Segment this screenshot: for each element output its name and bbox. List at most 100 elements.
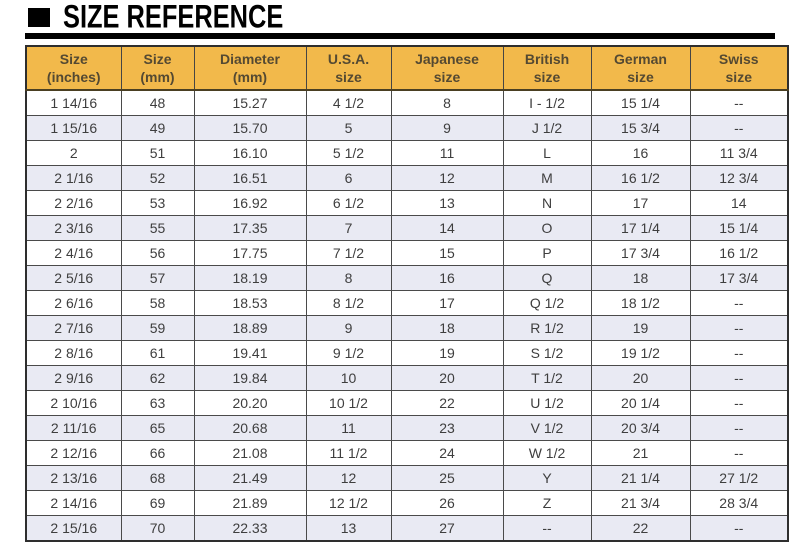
table-cell: 14 [689, 190, 789, 216]
table-cell: -- [502, 515, 592, 542]
table-cell: 23 [390, 415, 504, 441]
table-cell: 19 1/2 [590, 340, 691, 366]
table-cell: -- [689, 89, 789, 116]
table-row: 2 11/16 65 20.68 11 23 V 1/2 20 3/4 -- [25, 415, 789, 441]
table-cell: 7 1/2 [305, 240, 392, 266]
table-cell: 9 1/2 [305, 340, 392, 366]
table-cell: 2 7/16 [25, 315, 122, 341]
table-cell: 57 [120, 265, 195, 291]
table-cell: 2 15/16 [25, 515, 122, 542]
table-cell: V 1/2 [502, 415, 592, 441]
table-cell: 19 [590, 315, 691, 341]
table-cell: I - 1/2 [502, 89, 592, 116]
column-header-british: British size [502, 45, 592, 91]
table-cell: 21.89 [193, 490, 307, 516]
table-cell: L [502, 140, 592, 166]
table-cell: 16 1/2 [590, 165, 691, 191]
table-cell: Q [502, 265, 592, 291]
table-row: 2 13/16 68 21.49 12 25 Y 21 1/4 27 1/2 [25, 465, 789, 491]
table-cell: 19.41 [193, 340, 307, 366]
table-cell: U 1/2 [502, 390, 592, 416]
column-header-u-s-a: U.S.A. size [305, 45, 392, 91]
table-cell: -- [689, 390, 789, 416]
table-cell: -- [689, 340, 789, 366]
table-cell: 8 1/2 [305, 290, 392, 316]
table-cell: 17 [590, 190, 691, 216]
table-cell: 16.10 [193, 140, 307, 166]
table-cell: 16 [590, 140, 691, 166]
table-cell: 17 1/4 [590, 215, 691, 241]
table-cell: 17 3/4 [590, 240, 691, 266]
table-cell: N [502, 190, 592, 216]
table-cell: 21.08 [193, 440, 307, 466]
table-cell: 16.51 [193, 165, 307, 191]
table-row: 2 3/16 55 17.35 7 14 O 17 1/4 15 1/4 [25, 215, 789, 241]
table-cell: 5 1/2 [305, 140, 392, 166]
table-cell: -- [689, 365, 789, 391]
table-cell: 15.70 [193, 115, 307, 141]
table-row: 2 15/16 70 22.33 13 27 -- 22 -- [25, 515, 789, 542]
table-cell: J 1/2 [502, 115, 592, 141]
table-cell: 27 [390, 515, 504, 542]
table-cell: 20 1/4 [590, 390, 691, 416]
table-cell: -- [689, 115, 789, 141]
table-cell: 20 3/4 [590, 415, 691, 441]
table-cell: 9 [390, 115, 504, 141]
column-header-swiss: Swiss size [689, 45, 789, 91]
table-cell: 16 1/2 [689, 240, 789, 266]
table-cell: 66 [120, 440, 195, 466]
table-cell: 5 [305, 115, 392, 141]
table-cell: 13 [305, 515, 392, 542]
table-cell: 20 [590, 365, 691, 391]
table-cell: 2 11/16 [25, 415, 122, 441]
table-cell: 21 1/4 [590, 465, 691, 491]
table-cell: 8 [305, 265, 392, 291]
table-row: 2 7/16 59 18.89 9 18 R 1/2 19 -- [25, 315, 789, 341]
table-cell: 8 [390, 89, 504, 116]
table-cell: 15 [390, 240, 504, 266]
size-reference-table: Size (inches) Size (mm) Diameter (mm) U.S.A. si… [25, 45, 789, 542]
table-cell: 2 5/16 [25, 265, 122, 291]
table-cell: 69 [120, 490, 195, 516]
table-cell: 2 10/16 [25, 390, 122, 416]
table-row: 2 1/16 52 16.51 6 12 M 16 1/2 12 3/4 [25, 165, 789, 191]
table-cell: 56 [120, 240, 195, 266]
table-cell: 2 8/16 [25, 340, 122, 366]
table-cell: 21 [590, 440, 691, 466]
table-cell: Q 1/2 [502, 290, 592, 316]
table-cell: 48 [120, 89, 195, 116]
table-header-row: Size (inches) Size (mm) Diameter (mm) U.S.A. si… [25, 45, 789, 91]
table-cell: 13 [390, 190, 504, 216]
table-cell: 61 [120, 340, 195, 366]
table-cell: 18.19 [193, 265, 307, 291]
table-cell: 2 6/16 [25, 290, 122, 316]
column-header-diameter: Diameter (mm) [193, 45, 307, 91]
table-cell: 22.33 [193, 515, 307, 542]
table-cell: 28 3/4 [689, 490, 789, 516]
table-cell: W 1/2 [502, 440, 592, 466]
title-bar: SIZE REFERENCE [28, 0, 332, 35]
table-cell: 24 [390, 440, 504, 466]
column-header-japanese: Japanese size [390, 45, 504, 91]
table-cell: -- [689, 290, 789, 316]
table-cell: 22 [590, 515, 691, 542]
table-row: 1 14/16 48 15.27 4 1/2 8 I - 1/2 15 1/4 -- [25, 89, 789, 116]
table-body: 1 14/16 48 15.27 4 1/2 8 I - 1/2 15 1/4 -- 1 15/… [25, 89, 789, 542]
table-cell: 9 [305, 315, 392, 341]
column-header-size: Size (inches) [25, 45, 122, 91]
table-header: Size (inches) Size (mm) Diameter (mm) U.S.A. si… [25, 45, 789, 91]
page-title: SIZE REFERENCE [63, 0, 284, 35]
table-cell: 17.35 [193, 215, 307, 241]
table-cell: 2 12/16 [25, 440, 122, 466]
table-cell: 58 [120, 290, 195, 316]
table-cell: 51 [120, 140, 195, 166]
table-cell: 11 [390, 140, 504, 166]
table-row: 2 6/16 58 18.53 8 1/2 17 Q 1/2 18 1/2 -- [25, 290, 789, 316]
table-cell: 2 1/16 [25, 165, 122, 191]
table-row: 2 10/16 63 20.20 10 1/2 22 U 1/2 20 1/4 -- [25, 390, 789, 416]
table-cell: 7 [305, 215, 392, 241]
table-cell: T 1/2 [502, 365, 592, 391]
table-cell: 11 [305, 415, 392, 441]
table-cell: 65 [120, 415, 195, 441]
column-header-german: German size [590, 45, 691, 91]
